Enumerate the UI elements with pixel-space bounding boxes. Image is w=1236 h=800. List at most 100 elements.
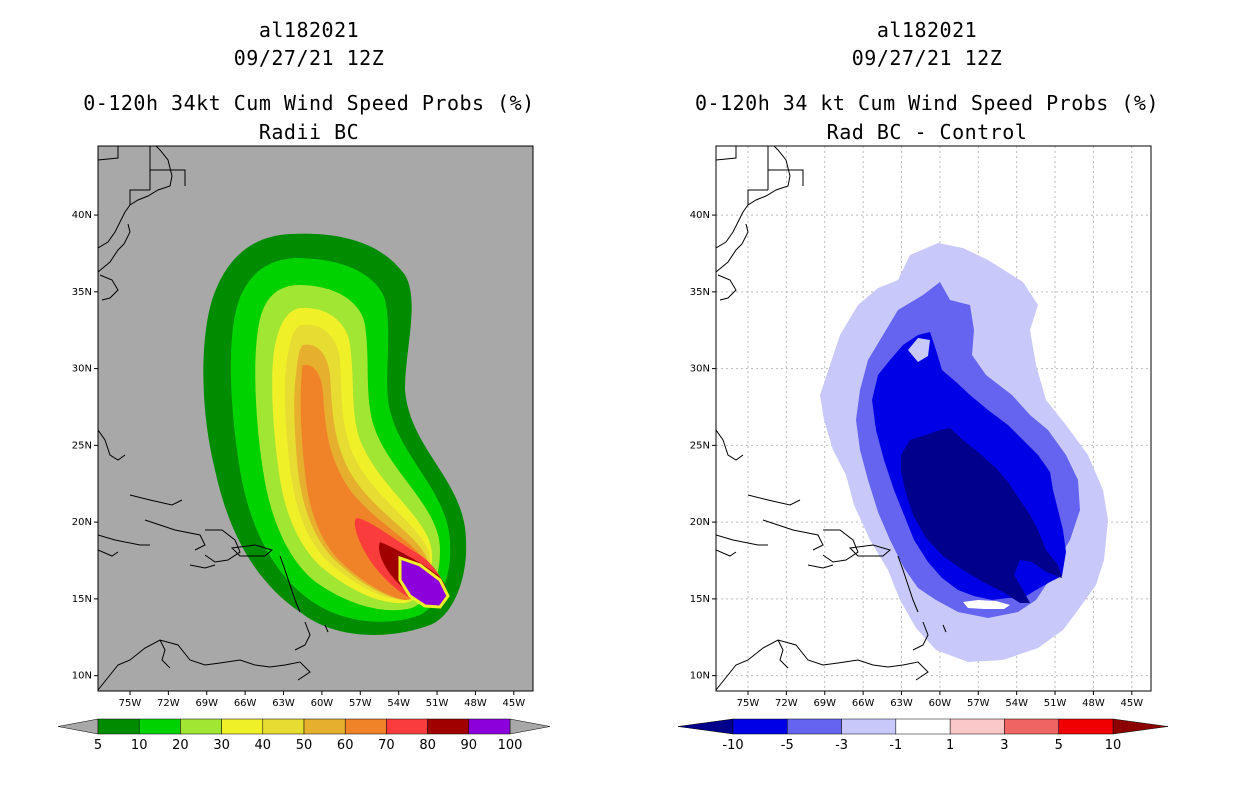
colorbar: 5 10 20 30 40 50 60 70 80 90 100 xyxy=(57,718,551,753)
chart-title: 0-120h 34 kt Cum Wind Speed Probs (%) xyxy=(694,91,1160,115)
x-tick-label: 51W xyxy=(1044,698,1067,709)
coastlines xyxy=(716,146,947,691)
probability-contours xyxy=(203,233,467,635)
colorbar: -10 -5 -3 -1 1 3 5 10 xyxy=(677,718,1169,753)
colorbar-label: 40 xyxy=(255,738,272,753)
y-tick-label: 40N xyxy=(72,210,92,221)
colorbar-label: 10 xyxy=(131,738,148,753)
colorbar-swatch xyxy=(732,718,788,735)
colorbar-swatch xyxy=(386,718,428,735)
colorbar-label: 50 xyxy=(296,738,313,753)
storm-id: al182021 xyxy=(258,18,360,42)
chart-subtitle: Radii BC xyxy=(258,120,360,144)
colorbar-swatch xyxy=(1058,718,1114,735)
colorbar-swatch xyxy=(787,718,842,735)
colorbar-label: 60 xyxy=(337,738,354,753)
x-tick-label: 66W xyxy=(234,698,257,709)
colorbar-swatch xyxy=(895,718,951,735)
x-tick-label: 45W xyxy=(1120,698,1143,709)
panel-rad-bc-control: al182021 09/27/21 12Z 0-120h 34 kt Cum W… xyxy=(618,0,1236,800)
colorbar-label: 70 xyxy=(378,738,395,753)
colorbar-label: 5 xyxy=(94,738,102,753)
y-tick-label: 15N xyxy=(72,594,92,605)
colorbar-swatch xyxy=(427,718,470,735)
x-tick-label: 45W xyxy=(502,698,525,709)
x-tick-label: 48W xyxy=(1082,698,1105,709)
hole-upper xyxy=(908,338,930,362)
datetime: 09/27/21 12Z xyxy=(851,46,1003,70)
colorbar-swatch xyxy=(262,718,305,735)
y-tick-label: 35N xyxy=(690,287,710,298)
colorbar-label: 30 xyxy=(213,738,230,753)
colorbar-high-arrow xyxy=(1112,718,1169,735)
colorbar-swatch xyxy=(303,718,346,735)
colorbar-label: 80 xyxy=(419,738,436,753)
axes: 75W 72W 69W 66W 63W 60W 57W 54W 51W 48W 45W 10N 15N 2… xyxy=(72,210,525,709)
x-tick-label: 60W xyxy=(929,698,952,709)
x-tick-label: 54W xyxy=(387,698,410,709)
x-tick-label: 75W xyxy=(737,698,760,709)
x-tick-label: 63W xyxy=(890,698,913,709)
colorbar-swatch xyxy=(468,718,511,735)
colorbar-swatch xyxy=(138,718,181,735)
x-tick-label: 75W xyxy=(119,698,142,709)
x-tick-label: 72W xyxy=(775,698,798,709)
colorbar-swatch xyxy=(221,718,264,735)
x-tick-label: 51W xyxy=(426,698,449,709)
contour-100 xyxy=(398,555,450,609)
y-tick-label: 30N xyxy=(72,364,92,375)
colorbar-swatch xyxy=(180,718,222,735)
y-tick-label: 15N xyxy=(690,594,710,605)
colorbar-low-arrow xyxy=(57,718,99,735)
x-tick-label: 48W xyxy=(464,698,487,709)
map-chart: 75W 72W 69W 66W 63W 60W 57W 54W 51W 48W 45W 10N 15N 2… xyxy=(57,145,551,753)
colorbar-label: -1 xyxy=(889,738,902,753)
map-frame xyxy=(97,145,534,692)
y-tick-label: 30N xyxy=(690,364,710,375)
colorbar-label: 1 xyxy=(946,738,954,753)
colorbar-label: -5 xyxy=(781,738,794,753)
coastlines xyxy=(98,146,329,691)
colorbar-label: 20 xyxy=(172,738,189,753)
colorbar-swatch xyxy=(841,718,897,735)
chart-title: 0-120h 34kt Cum Wind Speed Probs (%) xyxy=(83,91,535,115)
colorbar-label: 90 xyxy=(461,738,478,753)
colorbar-label: 10 xyxy=(1105,738,1122,753)
colorbar-label: 3 xyxy=(1000,738,1008,753)
x-tick-label: 66W xyxy=(852,698,875,709)
hole-lower xyxy=(963,600,1010,609)
x-tick-label: 69W xyxy=(813,698,836,709)
x-tick-label: 57W xyxy=(967,698,990,709)
storm-id: al182021 xyxy=(876,18,978,42)
x-tick-label: 69W xyxy=(195,698,218,709)
colorbar-low-arrow xyxy=(677,718,734,735)
contour-neg10 xyxy=(901,428,1062,603)
y-tick-label: 25N xyxy=(72,440,92,451)
colorbar-swatch xyxy=(1004,718,1059,735)
y-tick-label: 20N xyxy=(72,517,92,528)
map-chart: 75W 72W 69W 66W 63W 60W 57W 54W 51W 48W 45W 10N 15N 2… xyxy=(677,145,1169,753)
map-frame xyxy=(715,145,1152,692)
x-tick-label: 63W xyxy=(272,698,295,709)
axes: 75W 72W 69W 66W 63W 60W 57W 54W 51W 48W 45W 10N 15N 2… xyxy=(690,210,1143,709)
colorbar-label: 5 xyxy=(1055,738,1063,753)
gridlines xyxy=(716,146,1151,691)
x-tick-label: 60W xyxy=(311,698,334,709)
colorbar-swatch xyxy=(949,718,1005,735)
y-tick-label: 10N xyxy=(72,671,92,682)
x-tick-label: 54W xyxy=(1005,698,1028,709)
panel-radii-bc: al182021 09/27/21 12Z 0-120h 34kt Cum Wi… xyxy=(57,18,551,753)
x-tick-label: 72W xyxy=(157,698,180,709)
x-tick-label: 57W xyxy=(349,698,372,709)
colorbar-label: -10 xyxy=(722,738,743,753)
colorbar-label: -3 xyxy=(835,738,848,753)
chart-subtitle: Rad BC - Control xyxy=(826,120,1028,144)
y-tick-label: 25N xyxy=(690,440,710,451)
y-tick-label: 20N xyxy=(690,517,710,528)
colorbar-label: 100 xyxy=(498,738,523,753)
colorbar-swatch xyxy=(344,718,387,735)
y-tick-label: 10N xyxy=(690,671,710,682)
y-tick-label: 35N xyxy=(72,287,92,298)
y-tick-label: 40N xyxy=(690,210,710,221)
datetime: 09/27/21 12Z xyxy=(233,46,385,70)
